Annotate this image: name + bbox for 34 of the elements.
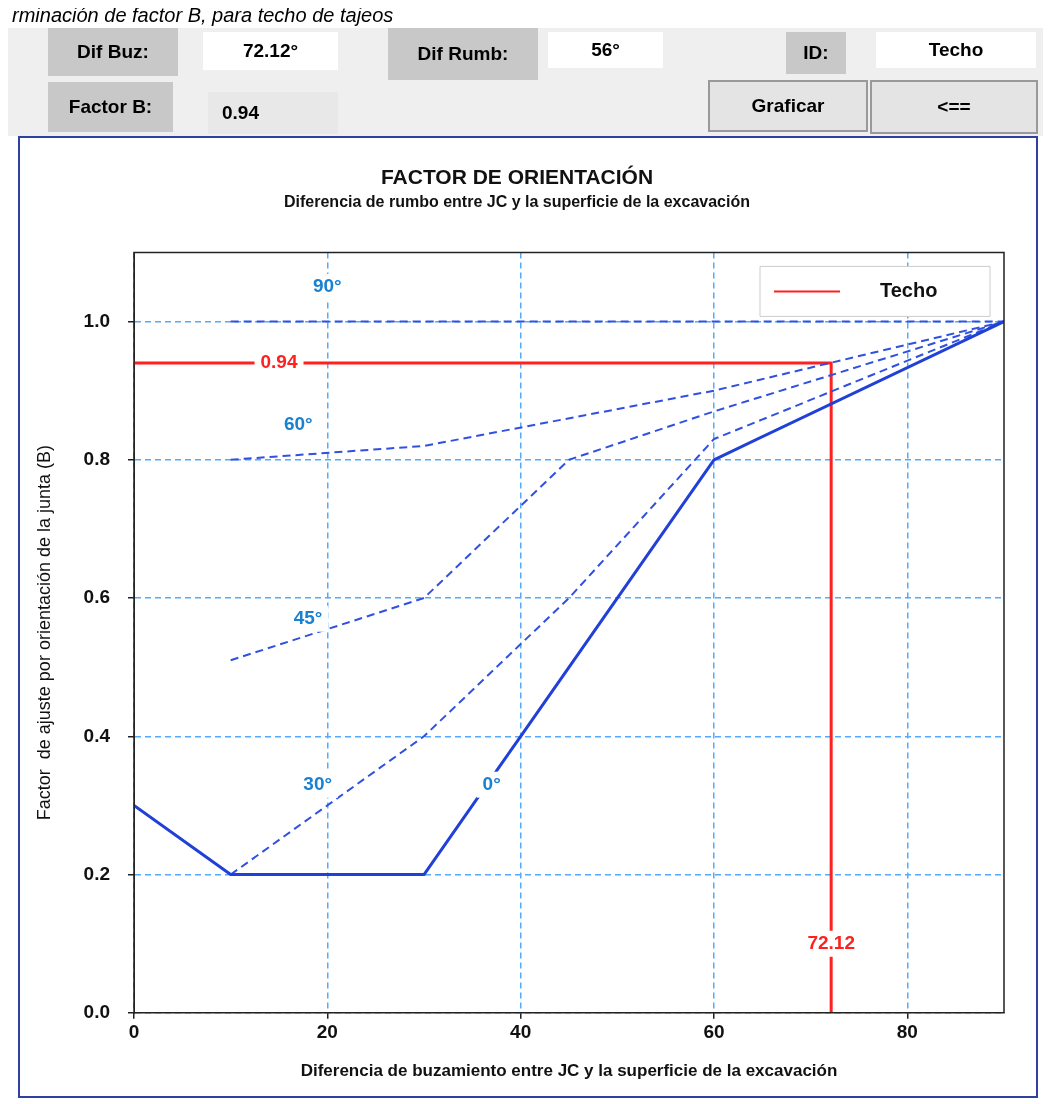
- text: rminación de factor B, para techo de tajeos: [11, 4, 395, 28]
- x-tick-label: 40: [510, 1021, 532, 1043]
- x-axis-title: Diferencia de buzamiento entre JC y la superficie de la excavación: [300, 1061, 838, 1081]
- x-tick-label: 60: [703, 1021, 725, 1043]
- annotation: 0°: [482, 772, 501, 794]
- y-tick-label: 0.8: [83, 448, 111, 470]
- annotation: 90°: [312, 275, 342, 297]
- text: Dif Rumb:: [388, 28, 538, 80]
- text: Dif Buz:: [48, 28, 178, 76]
- text: <==: [870, 80, 1038, 134]
- y-tick-label: 1.0: [83, 309, 111, 331]
- text: Techo: [876, 32, 1036, 68]
- text: Graficar: [708, 80, 868, 132]
- text: 72.12°: [203, 32, 338, 70]
- chart-title: FACTOR DE ORIENTACIÓN: [380, 165, 654, 189]
- text: 0.94: [208, 92, 338, 134]
- y-tick-label: 0.6: [83, 586, 111, 608]
- y-tick-label: 0.2: [83, 862, 111, 884]
- text: Factor B:: [48, 82, 173, 132]
- annotation: 72.12: [807, 931, 855, 953]
- chart-subtitle: Diferencia de rumbo entre JC y la superficie de la excavación: [284, 193, 750, 211]
- x-tick-label: 20: [316, 1021, 338, 1043]
- annotation: 0.94: [260, 351, 298, 373]
- legend-label: Techo: [880, 278, 938, 301]
- annotation: 30°: [303, 772, 333, 794]
- x-tick-label: 0: [128, 1021, 140, 1043]
- x-tick-label: 80: [896, 1021, 918, 1043]
- text: 56°: [548, 32, 663, 68]
- annotation: 45°: [293, 607, 323, 629]
- annotation: 60°: [283, 413, 313, 435]
- text: ID:: [786, 32, 846, 74]
- y-tick-label: 0.0: [83, 1001, 111, 1023]
- y-tick-label: 0.4: [83, 724, 111, 746]
- y-axis-title: Factor de ajuste por orientación de la junta (B): [33, 444, 54, 821]
